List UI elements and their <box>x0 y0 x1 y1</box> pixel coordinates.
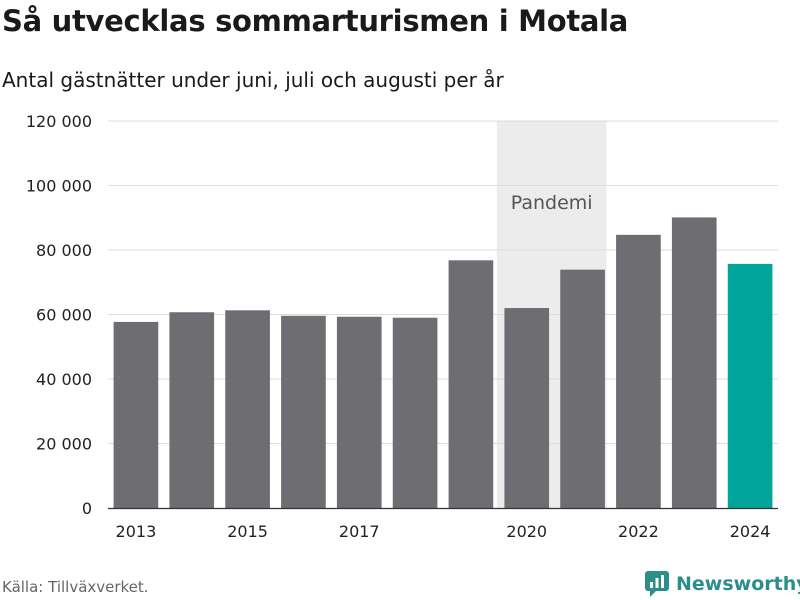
bar <box>336 316 382 508</box>
bar <box>392 317 438 508</box>
x-tick-label: 2017 <box>339 522 380 541</box>
y-tick-label: 80 000 <box>36 241 92 260</box>
x-tick-label: 2022 <box>618 522 659 541</box>
bar <box>169 312 215 508</box>
newsworthy-logo-icon <box>645 571 669 597</box>
y-tick-label: 20 000 <box>36 435 92 454</box>
x-tick-label: 2024 <box>730 522 771 541</box>
y-tick-label: 40 000 <box>36 370 92 389</box>
bar <box>560 269 605 508</box>
x-tick-label: 2020 <box>506 522 547 541</box>
bar <box>504 308 550 508</box>
bar <box>671 217 717 509</box>
y-tick-label: 60 000 <box>36 306 92 325</box>
source-note: Källa: Tillväxverket. <box>2 578 149 596</box>
chart-subtitle: Antal gästnätter under juni, juli och au… <box>2 68 504 92</box>
bar <box>281 315 326 508</box>
pandemic-label: Pandemi <box>511 192 593 214</box>
bar <box>225 310 270 508</box>
chart-title: Så utvecklas sommarturismen i Motala <box>2 4 629 38</box>
bar <box>113 321 159 508</box>
brand: Newsworthy <box>644 570 800 598</box>
x-tick-label: 2015 <box>227 522 268 541</box>
y-tick-label: 120 000 <box>26 112 92 131</box>
y-tick-label: 0 <box>82 499 92 518</box>
bar <box>616 234 661 508</box>
bar <box>448 260 494 508</box>
y-tick-label: 100 000 <box>26 177 92 196</box>
bar <box>727 263 773 508</box>
brand-name: Newsworthy <box>676 573 800 595</box>
x-tick-label: 2013 <box>116 522 157 541</box>
